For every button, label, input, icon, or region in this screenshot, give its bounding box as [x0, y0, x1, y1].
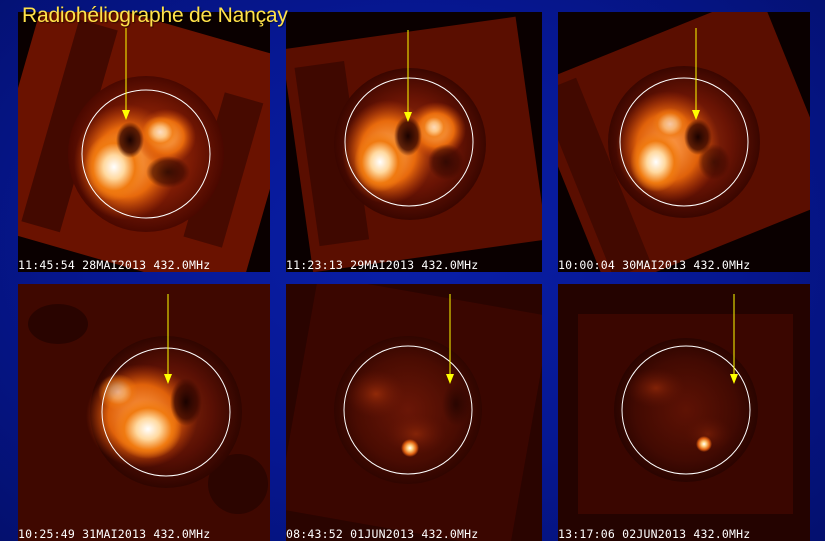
page-title: Radiohéliographe de Nançay — [22, 4, 288, 27]
solar-limb-circle — [621, 345, 751, 475]
arrow-marker — [446, 374, 454, 384]
solar-limb-circle — [344, 77, 474, 207]
image-caption: 08:43:52 01JUN2013 432.0MHz — [286, 527, 479, 541]
radio-image-panel-3: 10:00:04 30MAI2013 432.0MHz — [558, 12, 810, 272]
radio-image-panel-6: 13:17:06 02JUN2013 432.0MHz — [558, 284, 810, 541]
arrow-marker — [164, 374, 172, 384]
image-caption: 13:17:06 02JUN2013 432.0MHz — [558, 527, 751, 541]
radio-image-panel-4: 10:25:49 31MAI2013 432.0MHz — [18, 284, 270, 541]
sun-radio-map — [18, 284, 270, 541]
solar-limb-circle — [619, 77, 749, 207]
arrow-marker — [692, 110, 700, 120]
radio-image-panel-5: 08:43:52 01JUN2013 432.0MHz — [286, 284, 542, 541]
sun-radio-map — [18, 12, 270, 272]
sun-radio-map — [286, 284, 542, 541]
radio-image-panel-2: 11:23:13 29MAI2013 432.0MHz — [286, 12, 542, 272]
image-caption: 11:45:54 28MAI2013 432.0MHz — [18, 258, 211, 272]
sun-radio-map — [558, 12, 810, 272]
arrow-marker — [404, 112, 412, 122]
solar-limb-circle — [81, 89, 211, 219]
arrow-marker — [122, 110, 130, 120]
sun-radio-map — [558, 284, 810, 541]
image-caption: 11:23:13 29MAI2013 432.0MHz — [286, 258, 479, 272]
solar-limb-circle — [343, 345, 473, 475]
image-caption: 10:00:04 30MAI2013 432.0MHz — [558, 258, 751, 272]
image-caption: 10:25:49 31MAI2013 432.0MHz — [18, 527, 211, 541]
solar-limb-circle — [101, 347, 231, 477]
arrow-marker — [730, 374, 738, 384]
sun-radio-map — [286, 12, 542, 272]
radio-image-panel-1: 11:45:54 28MAI2013 432.0MHz — [18, 12, 270, 272]
